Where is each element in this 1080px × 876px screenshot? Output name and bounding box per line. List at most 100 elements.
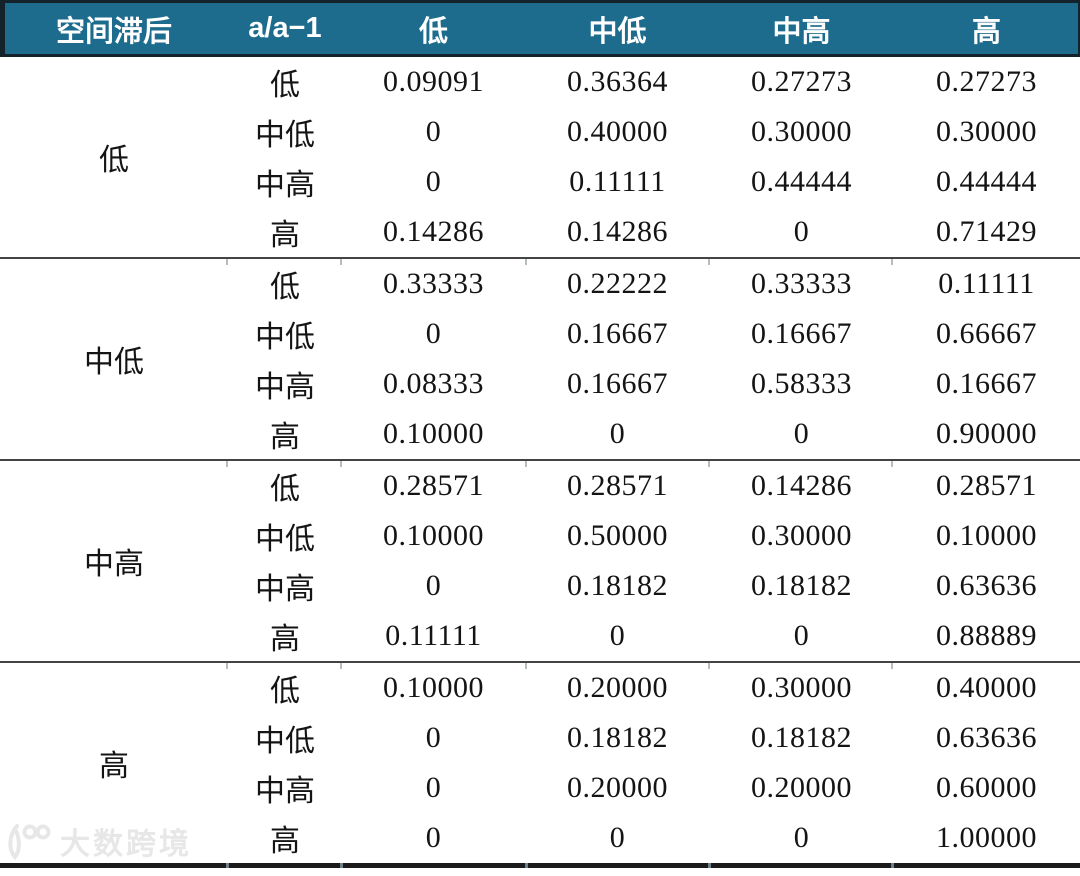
value-cell: 0.28571: [936, 469, 1037, 502]
value-cell: 0.30000: [936, 115, 1037, 148]
value-cell: 0: [793, 619, 810, 652]
value-cell: 0: [609, 619, 626, 652]
value-cell: 0.66667: [936, 317, 1037, 350]
value-cell: 0.16667: [567, 367, 668, 400]
table-row: 中高 0.08333 0.16667 0.58333 0.16667: [0, 359, 1080, 409]
value-cell: 0.18182: [567, 569, 668, 602]
row-label: 中低: [255, 523, 315, 556]
value-cell: 0.44444: [751, 165, 852, 198]
value-cell: 0.58333: [751, 367, 852, 400]
value-cell: 0.63636: [936, 721, 1037, 754]
value-cell: 0: [793, 215, 810, 248]
value-cell: 0.63636: [936, 569, 1037, 602]
value-cell: 0.50000: [567, 519, 668, 552]
table-row: 高 0.10000 0 0 0.90000: [0, 409, 1080, 459]
value-cell: 0.18182: [567, 721, 668, 754]
row-label: 中高: [255, 573, 315, 606]
value-cell: 0: [609, 821, 626, 854]
value-cell: 0: [609, 417, 626, 450]
value-cell: 0.40000: [936, 671, 1037, 704]
value-cell: 0.27273: [936, 65, 1037, 98]
table-row: 中高 0 0.11111 0.44444 0.44444: [0, 157, 1080, 207]
value-cell: 0.18182: [751, 569, 852, 602]
value-cell: 0.08333: [383, 367, 484, 400]
group-divider: [0, 661, 1080, 669]
row-label: 低: [270, 69, 300, 102]
row-label: 中高: [255, 371, 315, 404]
table-row: 中低 0.10000 0.50000 0.30000 0.10000: [0, 511, 1080, 561]
table-row: 低 0.33333 0.22222 0.33333 0.11111: [0, 259, 1080, 309]
row-label: 中低: [255, 725, 315, 758]
value-cell: 0.44444: [936, 165, 1037, 198]
row-label: 高: [270, 623, 300, 656]
table-row: 中高 0 0.20000 0.20000 0.60000: [0, 763, 1080, 813]
row-label: 中高: [255, 775, 315, 808]
table-row: 中高 0 0.18182 0.18182 0.63636: [0, 561, 1080, 611]
row-label: 中高: [255, 169, 315, 202]
value-cell: 0.20000: [567, 771, 668, 804]
row-label: 低: [270, 675, 300, 708]
value-cell: 0.10000: [383, 671, 484, 704]
row-group-mid-low: 中低 低 0.33333 0.22222 0.33333 0.11111 中低 …: [0, 259, 1080, 459]
value-cell: 0.18182: [751, 721, 852, 754]
table-row: 低 0.09091 0.36364 0.27273 0.27273: [0, 57, 1080, 107]
row-label: 中低: [255, 119, 315, 152]
value-cell: 0: [793, 417, 810, 450]
row-label: 低: [270, 473, 300, 506]
value-cell: 0.71429: [936, 215, 1037, 248]
header-left-border: [0, 0, 5, 57]
table-header-row: 空间滞后 a/a−1 低 中低 中高 高: [0, 0, 1080, 57]
value-cell: 0.33333: [383, 267, 484, 300]
value-cell: 0.20000: [751, 771, 852, 804]
header-cell-mid-high: 中高: [772, 15, 831, 48]
row-group-low: 低 低 0.09091 0.36364 0.27273 0.27273 中低 0…: [0, 57, 1080, 257]
header-cell-spatial-lag: 空间滞后: [55, 15, 172, 48]
value-cell: 0.28571: [383, 469, 484, 502]
row-group-high: 高 低 0.10000 0.20000 0.30000 0.40000 中低 0…: [0, 663, 1080, 863]
value-cell: 0.30000: [751, 519, 852, 552]
table-row: 高 0.11111 0 0 0.88889: [0, 611, 1080, 661]
group-divider: [0, 257, 1080, 265]
value-cell: 0: [425, 165, 442, 198]
value-cell: 0.10000: [383, 519, 484, 552]
value-cell: 0.16667: [936, 367, 1037, 400]
row-label: 高: [270, 825, 300, 858]
value-cell: 1.00000: [936, 821, 1037, 854]
value-cell: 0.40000: [567, 115, 668, 148]
value-cell: 0.30000: [751, 671, 852, 704]
group-label: 中高: [84, 548, 144, 581]
value-cell: 0.10000: [383, 417, 484, 450]
value-cell: 0: [425, 115, 442, 148]
row-label: 低: [270, 271, 300, 304]
table-row: 中低 0 0.18182 0.18182 0.63636: [0, 713, 1080, 763]
value-cell: 0: [793, 821, 810, 854]
value-cell: 0: [425, 821, 442, 854]
value-cell: 0.27273: [751, 65, 852, 98]
group-label: 高: [99, 750, 129, 783]
table-row: 中低 0 0.16667 0.16667 0.66667: [0, 309, 1080, 359]
value-cell: 0: [425, 317, 442, 350]
table-row: 高 0 0 0 1.00000: [0, 813, 1080, 863]
value-cell: 0.11111: [938, 267, 1035, 300]
header-cell-low: 低: [418, 15, 448, 48]
value-cell: 0.10000: [936, 519, 1037, 552]
row-label: 高: [270, 421, 300, 454]
group-label: 低: [99, 144, 129, 177]
value-cell: 0.14286: [751, 469, 852, 502]
value-cell: 0: [425, 569, 442, 602]
value-cell: 0.30000: [751, 115, 852, 148]
row-label: 高: [270, 219, 300, 252]
value-cell: 0.36364: [567, 65, 668, 98]
table-row: 低 0.28571 0.28571 0.14286 0.28571: [0, 461, 1080, 511]
row-group-mid-high: 中高 低 0.28571 0.28571 0.14286 0.28571 中低 …: [0, 461, 1080, 661]
header-top-border: [0, 0, 1080, 3]
table-row: 高 0.14286 0.14286 0 0.71429: [0, 207, 1080, 257]
value-cell: 0.20000: [567, 671, 668, 704]
value-cell: 0.14286: [383, 215, 484, 248]
value-cell: 0: [425, 771, 442, 804]
header-right-border: [1078, 0, 1080, 57]
value-cell: 0.11111: [385, 619, 482, 652]
table-row: 中低 0 0.40000 0.30000 0.30000: [0, 107, 1080, 157]
value-cell: 0.33333: [751, 267, 852, 300]
